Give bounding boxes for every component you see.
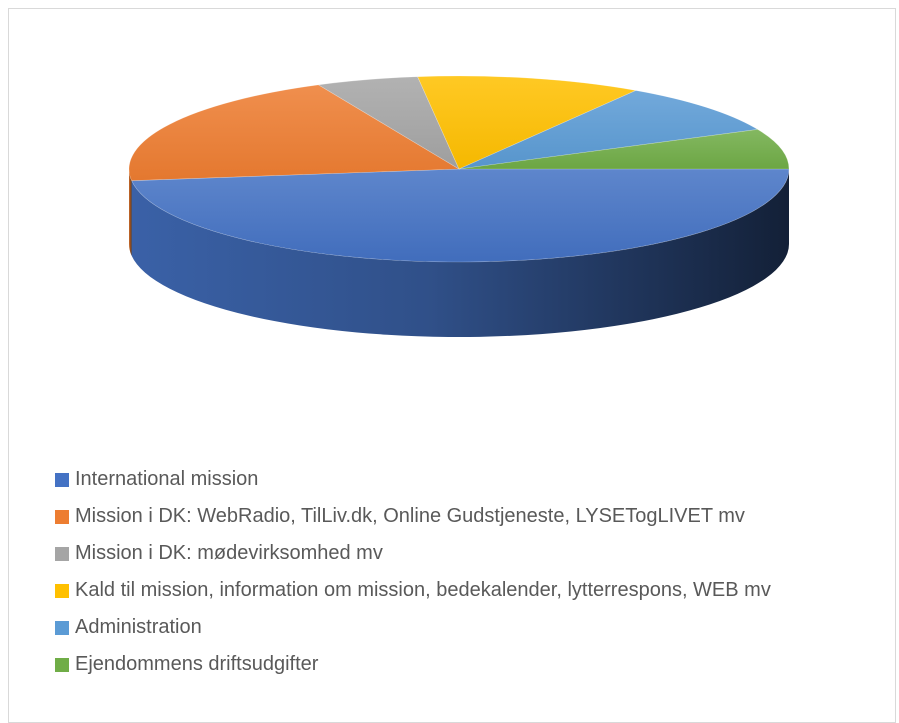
legend-swatch (55, 546, 69, 561)
pie-slice-2 (317, 76, 460, 170)
pie-slice-4 (458, 90, 759, 170)
legend-item: Mission i DK: WebRadio, TilLiv.dk, Onlin… (55, 498, 771, 535)
pie-slice-3 (417, 75, 637, 170)
legend-label: Mission i DK: mødevirksomhed mv (75, 542, 383, 564)
legend-swatch (55, 583, 69, 598)
pie-slice-0 (131, 168, 790, 263)
legend: International mission Mission i DK: WebRa… (55, 461, 771, 683)
legend-item: Administration (55, 609, 771, 646)
legend-swatch (55, 620, 69, 635)
legend-swatch (55, 657, 69, 672)
legend-label: Kald til mission, information om mission… (75, 579, 771, 601)
legend-item: Ejendommens driftsudgifter (55, 646, 771, 683)
chart-frame: International mission Mission i DK: WebRa… (8, 8, 896, 723)
pie-slice-side-0 (131, 169, 789, 337)
legend-item: Mission i DK: mødevirksomhed mv (55, 535, 771, 572)
pie-slice-1 (128, 84, 461, 181)
pie-slice-5 (458, 129, 790, 170)
pie-chart (128, 75, 790, 337)
legend-label: International mission (75, 468, 259, 490)
legend-item: Kald til mission, information om mission… (55, 572, 771, 609)
legend-label: Mission i DK: WebRadio, TilLiv.dk, Onlin… (75, 505, 745, 527)
legend-label: Administration (75, 616, 202, 638)
legend-swatch (55, 509, 69, 524)
pie-slice-side-1 (129, 169, 132, 256)
legend-item: International mission (55, 461, 771, 498)
legend-swatch (55, 472, 69, 487)
legend-label: Ejendommens driftsudgifter (75, 653, 319, 675)
